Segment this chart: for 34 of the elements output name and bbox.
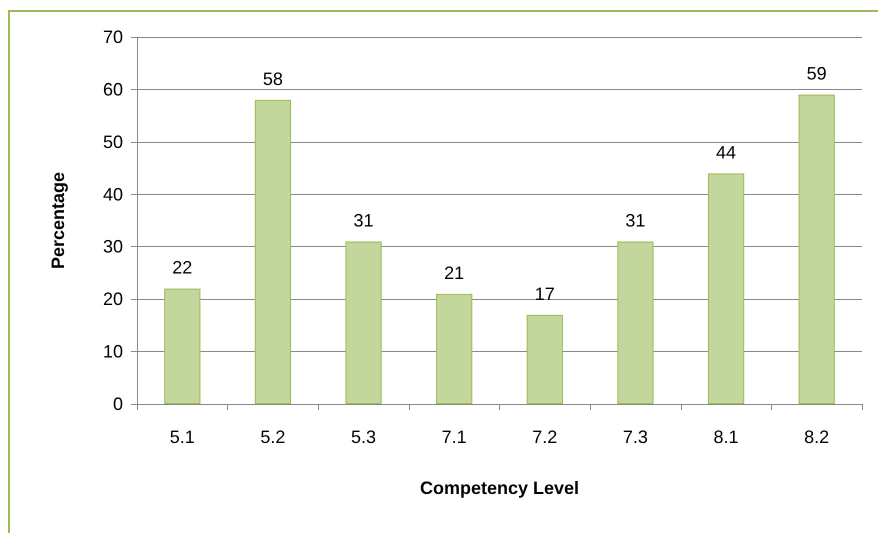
y-tick-label: 70 (102, 27, 123, 47)
bar (345, 241, 382, 404)
bar (436, 294, 472, 404)
data-label: 31 (625, 210, 646, 230)
x-tick-label: 5.1 (170, 427, 195, 447)
data-label: 22 (172, 258, 192, 278)
bar (254, 100, 292, 404)
y-tick-label: 60 (102, 79, 123, 100)
y-tick-label: 50 (102, 132, 123, 152)
y-tick-label: 40 (102, 184, 123, 204)
y-tick-label: 30 (102, 236, 123, 257)
bar (708, 173, 744, 404)
x-tick-label: 8.2 (804, 427, 830, 447)
x-tick-label: 7.3 (622, 427, 648, 447)
x-tick-label: 7.2 (532, 427, 558, 447)
data-label: 17 (534, 284, 555, 304)
x-tick-label: 7.1 (442, 427, 467, 447)
x-tick-label: 5.3 (351, 427, 376, 447)
y-tick-label: 10 (102, 342, 123, 362)
y-tick-label: 20 (102, 289, 123, 310)
y-axis-title: Percentage (48, 172, 68, 270)
data-label: 31 (354, 210, 374, 230)
data-label: 59 (806, 64, 827, 84)
data-label: 21 (444, 262, 464, 283)
data-label: 58 (262, 68, 283, 89)
y-tick-label: 0 (112, 394, 123, 414)
bar (164, 288, 200, 404)
x-tick-label: 8.1 (714, 427, 739, 447)
bar (617, 241, 654, 404)
bar (526, 314, 563, 404)
data-label: 44 (716, 142, 736, 162)
bar (798, 94, 835, 404)
x-tick-label: 5.2 (260, 427, 286, 447)
x-axis-title: Competency Level (420, 478, 580, 498)
